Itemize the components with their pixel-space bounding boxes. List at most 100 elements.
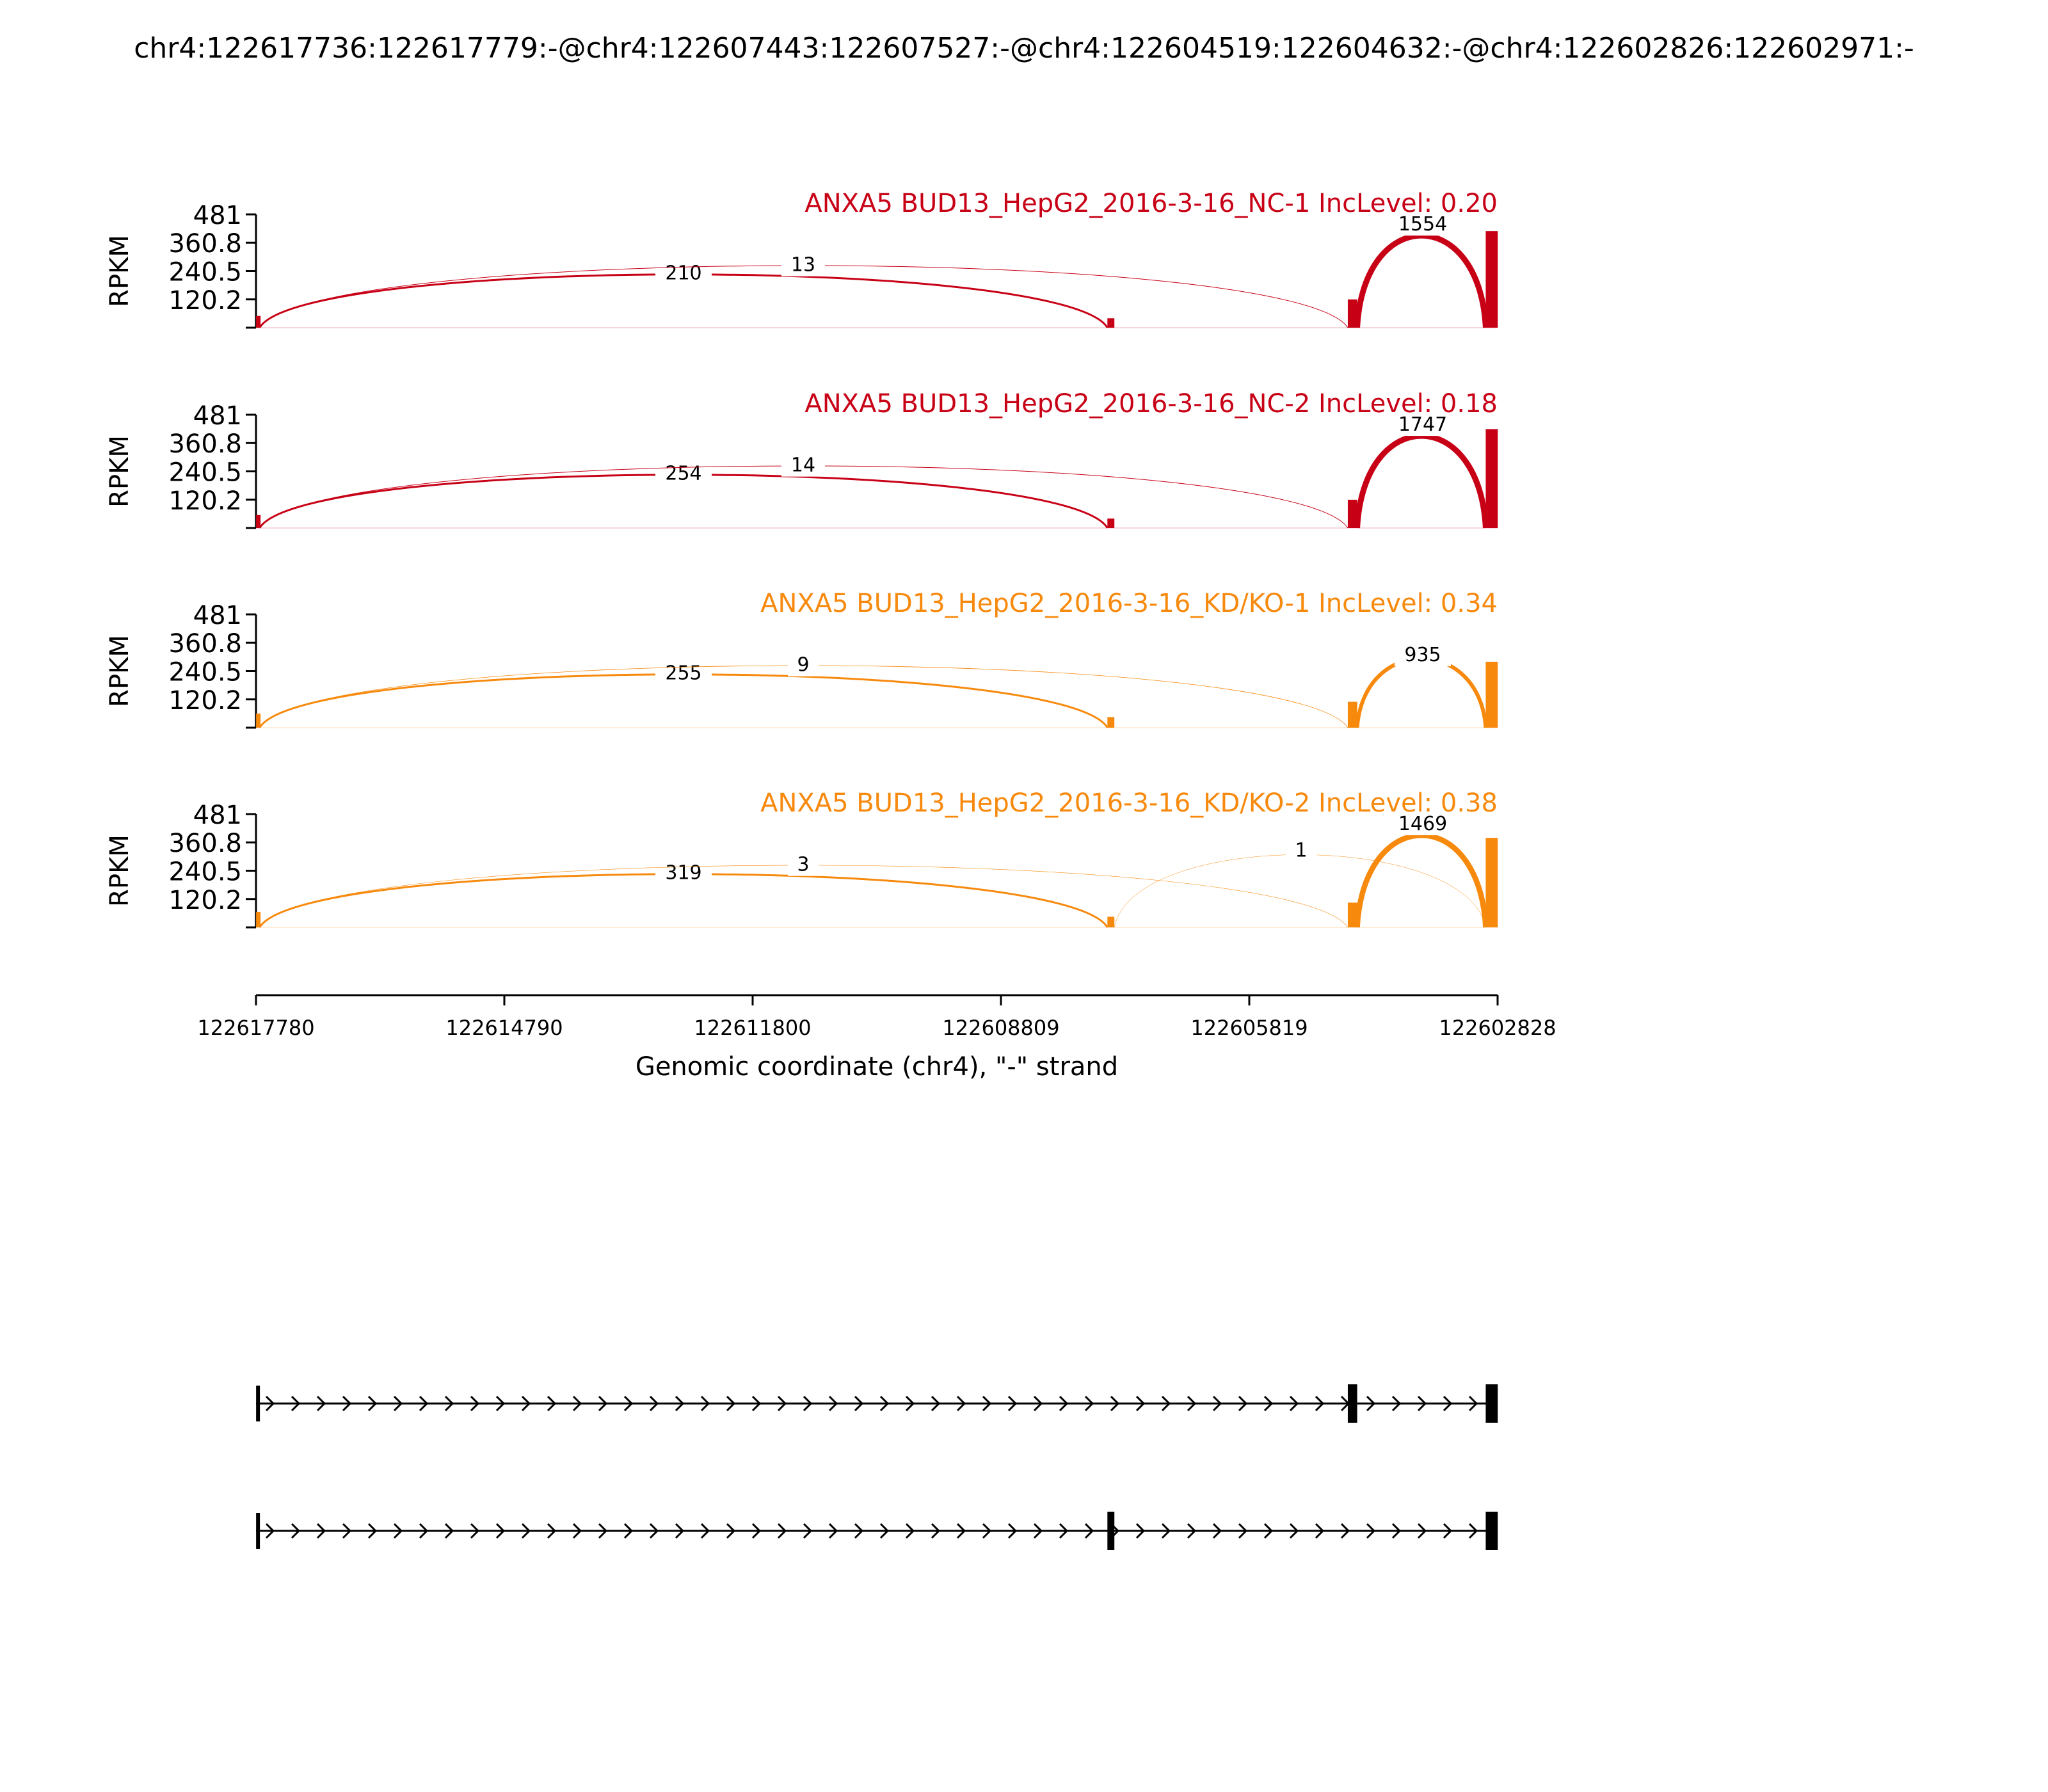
exon-coverage-bar	[256, 515, 261, 528]
strand-arrow	[598, 1523, 608, 1539]
exon-coverage-bar	[1107, 916, 1115, 927]
y-tick-label: 481	[193, 601, 242, 630]
exon-coverage-bar	[1485, 661, 1498, 728]
y-axis-label: RPKM	[105, 835, 134, 907]
exon-coverage-bar	[256, 713, 261, 728]
junction-count: 3	[797, 854, 809, 876]
junction-count-bg	[1395, 645, 1451, 666]
y-axis-label: RPKM	[105, 635, 134, 707]
strand-arrow	[1315, 1395, 1325, 1412]
strand-arrow	[547, 1523, 557, 1539]
x-tick-label: 122611800	[694, 1016, 811, 1040]
x-axis-label: Genomic coordinate (chr4), "-" strand	[636, 1052, 1118, 1082]
strand-arrow	[751, 1395, 762, 1412]
strand-arrow	[444, 1395, 454, 1412]
strand-arrow	[675, 1395, 685, 1412]
strand-arrow	[675, 1523, 685, 1539]
strand-arrow	[649, 1523, 659, 1539]
strand-arrow	[1443, 1523, 1453, 1539]
strand-arrow	[726, 1523, 736, 1539]
junction-count-bg	[781, 255, 825, 276]
x-tick-label: 122614790	[445, 1016, 563, 1040]
strand-arrow	[1033, 1395, 1043, 1412]
panel-label: ANXA5 BUD13_HepG2_2016-3-16_NC-1 IncLeve…	[804, 189, 1498, 218]
strand-arrow	[1238, 1395, 1248, 1412]
panel-label: ANXA5 BUD13_HepG2_2016-3-16_NC-2 IncLeve…	[804, 389, 1498, 419]
exon-coverage-bar	[1347, 701, 1357, 728]
strand-arrow	[1135, 1395, 1146, 1412]
strand-arrow	[419, 1523, 429, 1539]
y-tick-label: 120.2	[168, 286, 242, 316]
strand-arrow	[803, 1395, 813, 1412]
x-axis: 122617780 122614790 122611800 122608809 1226…	[197, 994, 1556, 1040]
strand-arrow	[1161, 1523, 1171, 1539]
strand-arrow	[1468, 1395, 1478, 1412]
strand-arrow	[1135, 1523, 1146, 1539]
isoform-track	[256, 1512, 1498, 1550]
isoform-tracks	[256, 1384, 1498, 1550]
strand-arrow	[1263, 1395, 1274, 1412]
strand-arrow	[495, 1395, 506, 1412]
y-tick-label: 240.5	[168, 258, 242, 287]
junction-count-bg	[788, 855, 819, 876]
strand-arrow	[1084, 1523, 1094, 1539]
junction-count-bg	[1388, 815, 1457, 836]
x-tick-label: 122605819	[1190, 1016, 1308, 1040]
strand-arrow	[1187, 1395, 1197, 1412]
exon-coverage-bar	[256, 912, 261, 927]
strand-arrow	[623, 1523, 634, 1539]
strand-arrow	[1212, 1395, 1222, 1412]
strand-arrow	[828, 1523, 838, 1539]
y-tick-label: 240.5	[168, 658, 242, 687]
strand-arrow	[623, 1395, 634, 1412]
strand-arrow	[854, 1395, 864, 1412]
strand-arrow	[1161, 1395, 1171, 1412]
strand-arrow	[495, 1523, 506, 1539]
isoform-track	[256, 1384, 1498, 1423]
strand-arrow	[982, 1523, 992, 1539]
strand-arrow	[1315, 1523, 1325, 1539]
isoform-exon	[1107, 1512, 1115, 1550]
panel-label: ANXA5 BUD13_HepG2_2016-3-16_KD/KO-1 IncL…	[760, 589, 1498, 618]
y-tick-label: 240.5	[168, 458, 242, 488]
y-tick-label: 120.2	[168, 686, 242, 716]
strand-arrow	[956, 1523, 966, 1539]
junction-count: 935	[1404, 644, 1441, 666]
strand-arrow	[1110, 1395, 1120, 1412]
junction-count: 1554	[1398, 213, 1447, 236]
junction-count: 13	[791, 254, 815, 276]
junction-count-bg	[1286, 841, 1316, 862]
strand-arrow	[777, 1395, 787, 1412]
strand-arrow	[444, 1523, 454, 1539]
junction-arc	[1114, 854, 1486, 928]
isoform-exon	[256, 1386, 260, 1421]
strand-arrow	[1212, 1523, 1222, 1539]
strand-arrow	[521, 1523, 531, 1539]
plot-title: chr4:122617736:122617779:-@chr4:12260744…	[134, 32, 1914, 65]
strand-arrow	[598, 1395, 608, 1412]
strand-arrow	[393, 1523, 403, 1539]
junction-count-bg	[1388, 415, 1457, 436]
strand-arrow	[291, 1523, 301, 1539]
strand-arrow	[367, 1523, 378, 1539]
x-tick-label: 122608809	[942, 1016, 1059, 1040]
junction-count: 1469	[1398, 813, 1447, 835]
strand-arrow	[470, 1523, 480, 1539]
strand-arrow	[1417, 1523, 1427, 1539]
junction-count: 1	[1295, 840, 1307, 862]
isoform-exon	[1485, 1384, 1498, 1423]
junction-arc	[1354, 433, 1489, 529]
x-tick-label: 122602828	[1439, 1016, 1556, 1040]
x-tick-label: 122617780	[197, 1016, 314, 1040]
strand-arrow	[1263, 1523, 1274, 1539]
strand-arrow	[726, 1395, 736, 1412]
strand-arrow	[700, 1395, 710, 1412]
strand-arrow	[316, 1523, 326, 1539]
strand-arrow	[1084, 1395, 1094, 1412]
junction-count-bg	[1388, 215, 1457, 236]
strand-arrow	[572, 1395, 582, 1412]
y-axis-label: RPKM	[105, 235, 134, 307]
